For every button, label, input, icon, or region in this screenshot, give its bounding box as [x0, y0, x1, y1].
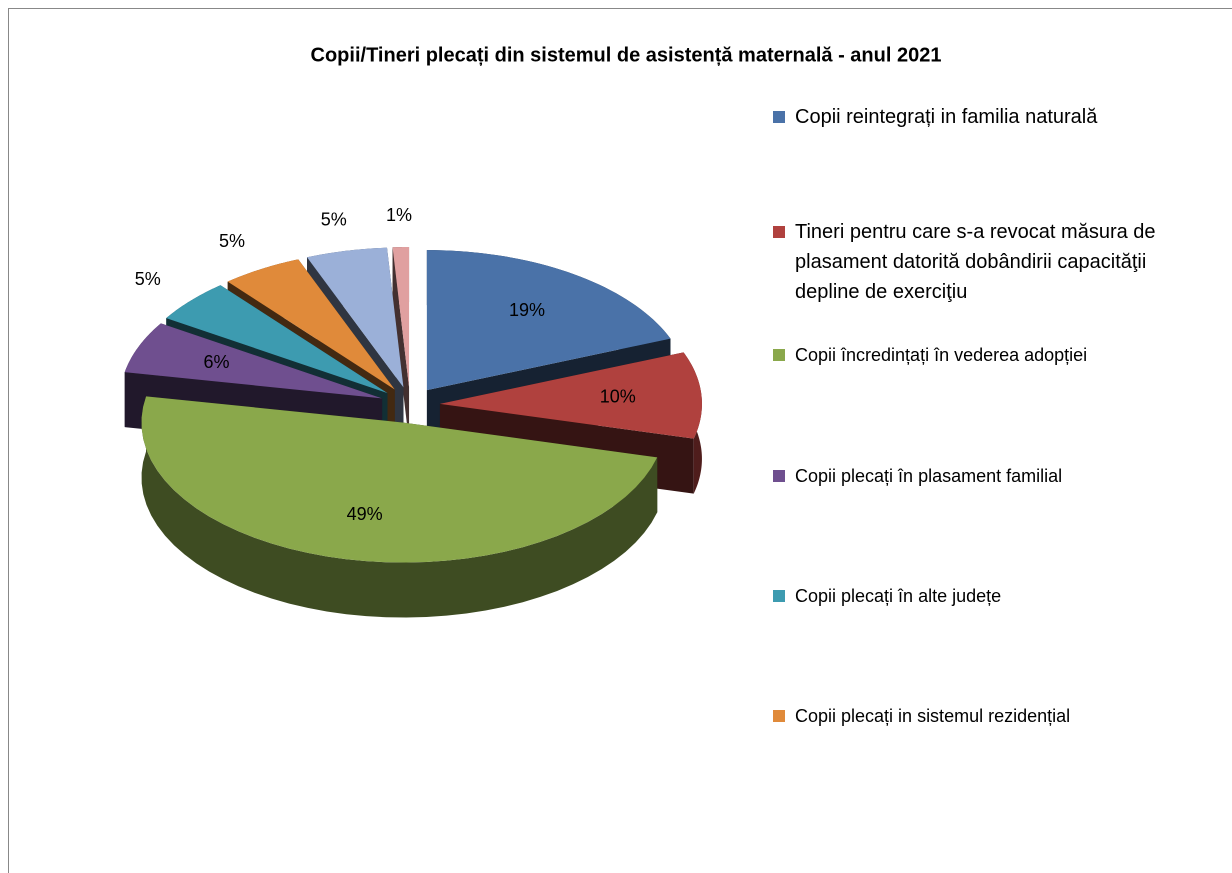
slice	[227, 259, 395, 390]
chart-title: Copii/Tineri plecați din sistemul de asi…	[311, 44, 942, 66]
data-label: 19%	[509, 300, 545, 320]
slice	[392, 247, 410, 388]
data-label: 1%	[386, 205, 412, 225]
legend-swatch	[773, 470, 785, 482]
slice	[439, 352, 702, 439]
legend-label: Copii plecați in sistemul rezidențial	[795, 706, 1071, 726]
legend-swatch	[773, 349, 785, 361]
legend-swatch	[773, 226, 785, 238]
data-label: 5%	[135, 269, 161, 289]
legend-label: Copii încredințați în vederea adopției	[795, 345, 1088, 365]
slice	[124, 323, 383, 399]
data-label: 10%	[600, 387, 636, 407]
data-label: 6%	[203, 352, 229, 372]
legend-swatch	[773, 590, 785, 602]
slice	[141, 396, 658, 563]
slice	[307, 247, 404, 388]
legend-swatch	[773, 111, 785, 123]
slice-side	[392, 247, 410, 443]
legend-label: Copii reintegrați in familia naturală	[795, 106, 1098, 128]
legend-label: Copii plecați în plasament familial	[795, 466, 1063, 486]
data-label: 5%	[321, 209, 347, 229]
slice-side	[141, 396, 658, 618]
slice	[166, 285, 388, 394]
slice	[426, 250, 671, 391]
data-label: 49%	[347, 504, 383, 524]
legend-label: Copii plecați în alte județe	[795, 586, 1002, 606]
data-label: 5%	[219, 231, 245, 251]
legend-swatch	[773, 710, 785, 722]
legend-label: Tineri pentru care s-a revocat măsura de…	[795, 221, 1156, 303]
